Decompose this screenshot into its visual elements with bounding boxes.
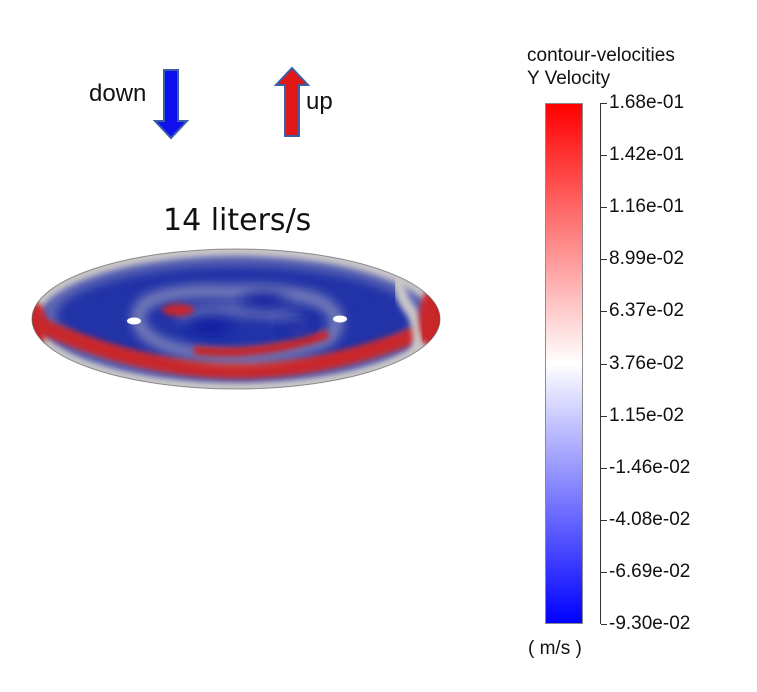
colorbar-tick-label: 1.16e-01 [609,196,685,217]
colorbar-tick-mark [601,207,607,208]
colorbar-axis [600,103,601,624]
blue-core-3 [280,318,312,334]
colorbar-tick-label: -4.08e-02 [609,509,691,530]
colorbar-tick-mark [601,520,607,521]
outlet-hole-right [333,315,347,323]
colorbar-tick-label: -1.46e-02 [609,457,691,478]
units-label: ( m/s ) [528,638,582,659]
contour-disc [31,248,441,390]
legend-title: contour-velocities [527,45,675,66]
arrow-up-shape [273,66,311,137]
colorbar [545,103,583,624]
red-spot-upper [162,304,194,316]
colorbar-tick-label: 8.99e-02 [609,248,685,269]
disc-left-hotspot [32,302,46,350]
colorbar-tick-label: 3.76e-02 [609,353,685,374]
flow-rate-title: 14 liters/s [163,203,312,238]
colorbar-tick-label: 6.37e-02 [609,300,685,321]
colorbar-tick-mark [601,259,607,260]
colorbar-tick-mark [601,364,607,365]
blue-core-2 [242,292,286,308]
colorbar-tick-label: -9.30e-02 [609,613,691,634]
disc-rim-bottom [34,316,440,379]
colorbar-tick-mark [601,103,607,104]
down-label: down [89,80,147,107]
colorbar-tick-mark [601,311,607,312]
outlet-hole-left [127,317,141,325]
colorbar-tick-label: 1.42e-01 [609,144,685,165]
arrow-down-shape [152,69,190,140]
arrow-up-icon [273,66,311,137]
colorbar-tick-label: -6.69e-02 [609,561,691,582]
colorbar-tick-mark [601,624,607,625]
blue-core-1 [188,316,232,336]
arrow-down-icon [152,69,190,140]
legend-subtitle: Y Velocity [527,68,611,89]
colorbar-tick-mark [601,468,607,469]
colorbar-tick-label: 1.68e-01 [609,92,685,113]
colorbar-tick-mark [601,155,607,156]
disc-rim-right [393,269,425,365]
colorbar-tick-label: 1.15e-02 [609,405,685,426]
disc-outline [31,248,441,390]
colorbar-tick-mark [601,416,607,417]
inner-ring-left [133,286,342,362]
disc-right-hotspot [419,288,440,348]
colorbar-tick-mark [601,572,607,573]
up-label: up [306,88,333,115]
red-streak-lower [193,329,330,357]
